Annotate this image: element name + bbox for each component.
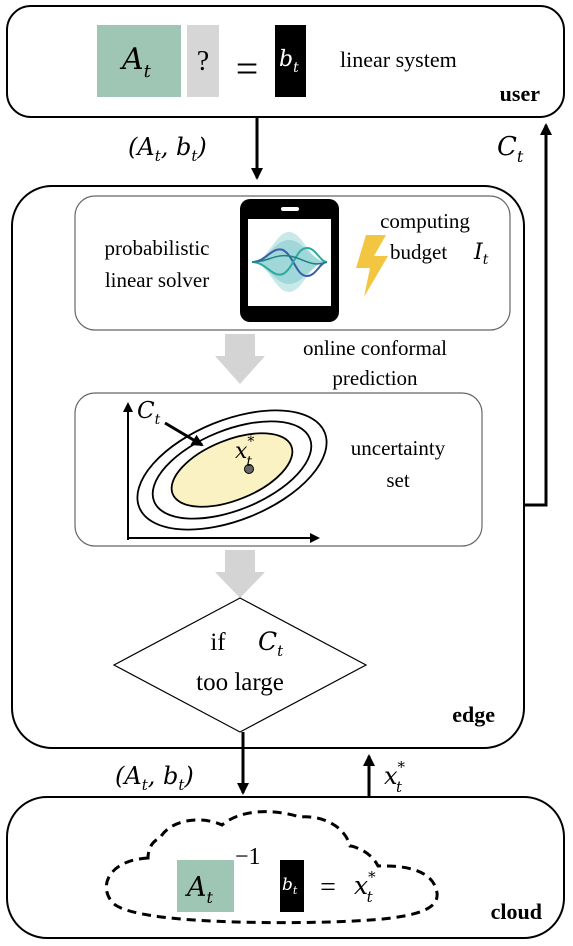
arrow-edge-to-cloud: (At, bt) xyxy=(115,732,249,795)
edge-to-user-label: Ct xyxy=(497,132,524,166)
solver-label-line1: probabilistic xyxy=(105,236,210,260)
uncertainty-card: x* t Ct uncertainty set xyxy=(74,392,483,547)
budget-symbol: It xyxy=(473,240,489,268)
cloud-solution: x* t xyxy=(354,868,376,906)
user-equals: = xyxy=(236,46,259,91)
user-matrix-block xyxy=(97,25,181,97)
solver-card: probabilistic linear solver computing bu… xyxy=(74,195,511,331)
set-symbol: Ct xyxy=(137,398,161,428)
cloud-rhs-block xyxy=(280,860,304,912)
cloud-rhs-symbol: bt xyxy=(282,875,298,897)
cloud-matrix-symbol: At xyxy=(184,872,214,907)
phone-icon xyxy=(240,199,339,322)
set-pointer-arrow xyxy=(164,421,204,447)
user-panel: At ? = bt linear system user xyxy=(6,5,565,118)
lightning-icon xyxy=(356,235,388,297)
set-label-line2: set xyxy=(386,468,409,492)
cloud-to-edge-label: x* t xyxy=(384,758,406,796)
cloud-panel: At −1 bt = x* t cloud xyxy=(6,796,565,939)
decision-label-line2: too large xyxy=(196,669,284,696)
linear-system-label: linear system xyxy=(340,47,457,72)
user-rhs-symbol: bt xyxy=(279,47,299,76)
conformal-label-line1: online conformal xyxy=(303,336,447,360)
arrow-cloud-to-edge: x* t xyxy=(363,754,406,797)
decision-symbol: Ct xyxy=(258,627,284,660)
solution-point xyxy=(244,464,254,474)
confidence-ellipses xyxy=(136,409,328,531)
decision-diamond: if Ct too large xyxy=(112,597,368,733)
edge-to-cloud-label: (At, bt) xyxy=(115,762,194,794)
set-label-line1: uncertainty xyxy=(351,436,446,460)
budget-label-line2: budget xyxy=(390,240,447,264)
edge-panel: edge probabilistic linear solver computi… xyxy=(11,185,525,749)
solver-label-line2: linear solver xyxy=(105,268,209,292)
user-to-edge-label: (At, bt) xyxy=(128,133,207,165)
user-unknown-symbol: ? xyxy=(197,46,209,77)
cloud-equals: = xyxy=(320,872,336,903)
uncertainty-region xyxy=(170,432,294,508)
arrow-user-to-edge: (At, bt) xyxy=(128,117,263,180)
flow-arrow-2 xyxy=(215,550,265,598)
cloud-inverse: −1 xyxy=(235,844,261,870)
user-unknown-block xyxy=(187,25,219,97)
decision-if: if xyxy=(210,629,226,656)
edge-label: edge xyxy=(452,702,495,727)
cloud-matrix-block xyxy=(177,860,234,912)
budget-label-line1: computing xyxy=(380,209,470,233)
user-label: user xyxy=(500,81,541,106)
cloud-icon xyxy=(104,810,439,925)
solution-label: x* t xyxy=(235,434,254,470)
user-rhs-block xyxy=(275,25,306,97)
cloud-label: cloud xyxy=(491,899,542,924)
conformal-label-line2: prediction xyxy=(332,366,418,390)
user-matrix-symbol: At xyxy=(119,42,152,82)
flow-arrow-1 xyxy=(215,334,265,384)
